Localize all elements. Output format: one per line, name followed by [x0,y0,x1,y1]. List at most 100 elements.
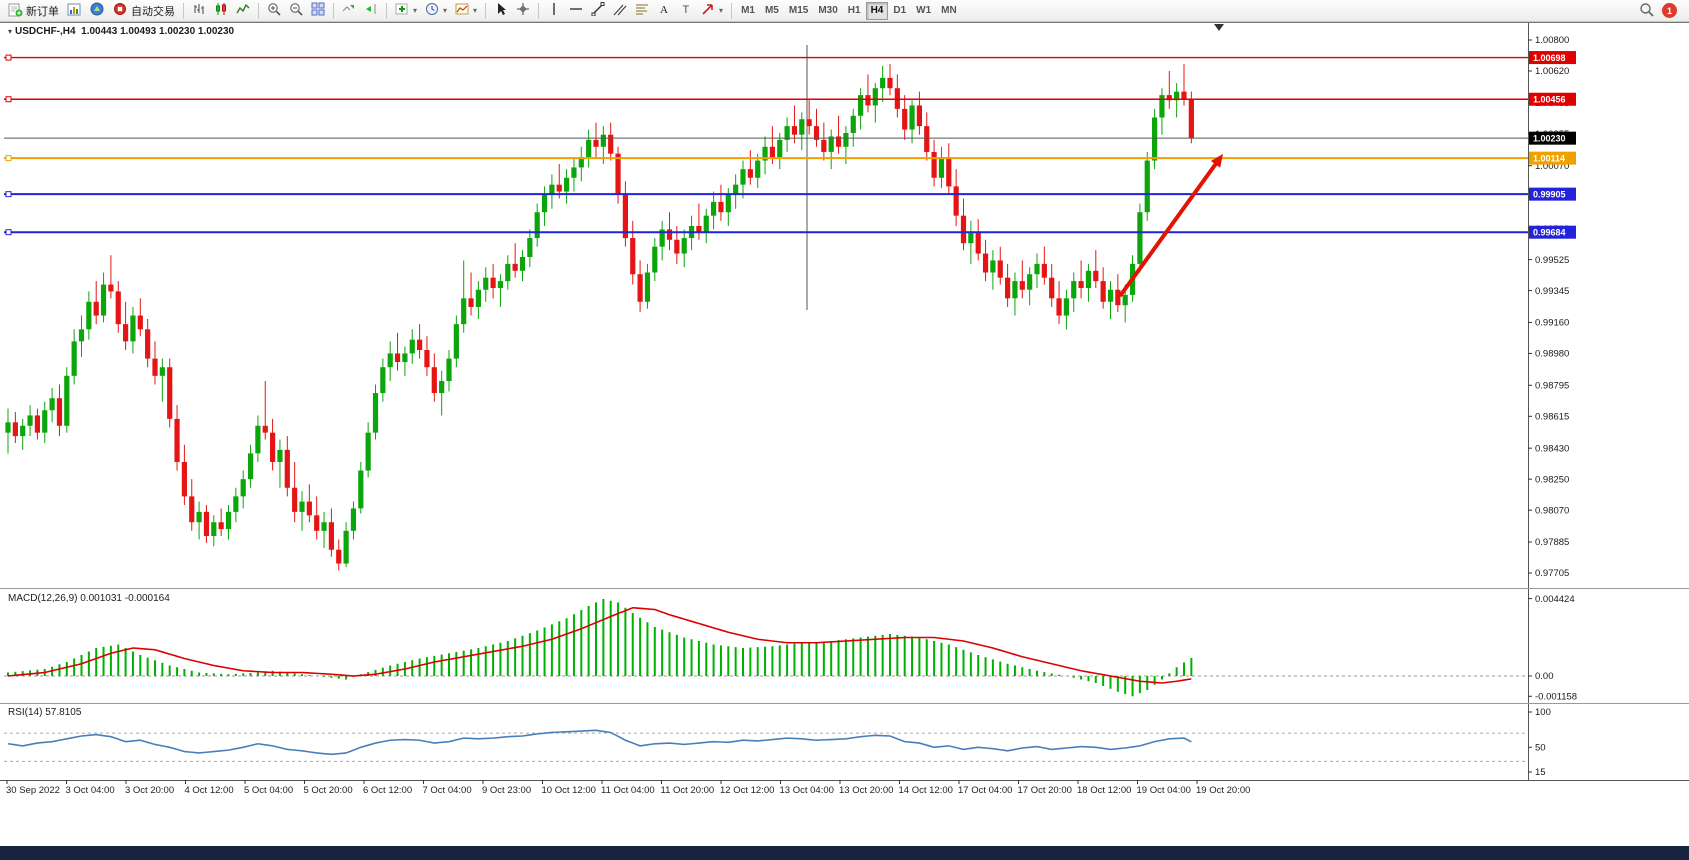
svg-text:1.00230: 1.00230 [1533,134,1566,144]
rsi-indicator-label: RSI(14) 57.8105 [8,707,82,718]
candlestick-button[interactable] [210,1,232,21]
label-tool-icon: T [679,2,693,19]
support-line-blue-2-handle[interactable] [5,229,12,236]
rsi-axis[interactable]: 100 50 15 [1528,707,1551,778]
svg-text:A: A [660,4,668,16]
svg-text:0.98795: 0.98795 [1535,381,1569,392]
tile-windows-button[interactable] [307,1,329,21]
templates-button[interactable]: ▾ [451,1,481,21]
svg-text:-0.001158: -0.001158 [1535,691,1577,702]
svg-text:0.00: 0.00 [1535,671,1554,682]
price-axis[interactable]: 1.008001.006201.004351.002551.000700.998… [1528,35,1569,579]
new-order-button[interactable]: 新订单 [4,1,63,21]
timeframe-mn-button[interactable]: MN [936,2,962,20]
horizontal-line-icon [569,2,583,19]
text-tool-button[interactable]: A [653,1,675,21]
indicators-button[interactable]: ▾ [391,1,421,21]
tile-windows-icon [311,2,325,19]
macd-axis[interactable]: 0.004424 0.00 -0.001158 [1528,594,1577,703]
fibonacci-tool-button[interactable] [631,1,653,21]
svg-text:30 Sep 2022: 30 Sep 2022 [6,785,60,796]
timeframe-h4-button[interactable]: H4 [865,1,889,20]
resistance-line-2-handle[interactable] [5,96,12,103]
dropdown-caret: ▾ [413,6,418,15]
candles [5,64,1194,571]
label-tool-button[interactable]: T [675,1,697,21]
new-order-label: 新订单 [26,5,59,18]
svg-text:3 Oct 04:00: 3 Oct 04:00 [66,785,115,796]
periods-button[interactable]: ▾ [421,1,451,21]
svg-text:11 Oct 04:00: 11 Oct 04:00 [601,785,655,796]
crosshair-button[interactable] [512,1,534,21]
time-axis[interactable]: 30 Sep 2022 3 Oct 04:00 3 Oct 20:00 4 Oct 1… [6,780,1250,796]
svg-text:0.98430: 0.98430 [1535,443,1569,454]
trend-arrow-head[interactable] [1210,154,1223,168]
bar-chart-button[interactable] [188,1,210,21]
support-line-blue-1-handle[interactable] [5,191,12,198]
indicators-icon [395,2,409,19]
trendline-tool-button[interactable] [587,1,609,21]
timeframe-m5-button[interactable]: M5 [760,2,784,20]
navigator-button[interactable] [86,1,109,21]
notification-badge[interactable]: 1 [1662,3,1677,18]
svg-text:0.98250: 0.98250 [1535,474,1569,485]
timeframe-d1-button[interactable]: D1 [888,2,911,20]
toolbar-separator [183,2,184,19]
zoom-out-icon [289,2,303,19]
svg-text:7 Oct 04:00: 7 Oct 04:00 [423,785,472,796]
timeframe-m15-button[interactable]: M15 [784,2,813,20]
auto-scroll-button[interactable] [338,1,360,21]
macd-signal-line [7,606,1192,684]
zoom-in-button[interactable] [263,1,285,21]
timeframe-m30-button[interactable]: M30 [813,2,842,20]
chart-window-icon [67,2,82,20]
templates-icon [455,2,469,19]
svg-text:1.00456: 1.00456 [1533,95,1566,105]
toolbar-separator [485,2,487,19]
line-chart-button[interactable] [232,1,254,21]
taskbar[interactable] [0,846,1689,860]
cursor-button[interactable] [490,1,512,21]
svg-text:1.00114: 1.00114 [1533,154,1565,164]
symbol-period-label: USDCHF-,H4 [15,26,76,37]
new-order-icon [8,2,23,20]
search-button[interactable] [1635,1,1658,21]
toolbar-separator [538,2,540,19]
svg-text:17 Oct 20:00: 17 Oct 20:00 [1018,785,1072,796]
autotrading-icon [113,2,128,20]
horizontal-line-tool-button[interactable] [565,1,587,21]
svg-text:1.00070: 1.00070 [1535,161,1569,172]
autotrading-button[interactable]: 自动交易 [109,1,179,21]
toolbar-separator [386,2,387,19]
svg-text:0.98070: 0.98070 [1535,505,1569,516]
svg-text:0.97885: 0.97885 [1535,537,1569,548]
channel-tool-button[interactable] [609,1,631,21]
svg-text:19 Oct 04:00: 19 Oct 04:00 [1137,785,1191,796]
chart-menu-icon[interactable]: ▾ [8,27,13,36]
svg-text:0.99905: 0.99905 [1533,190,1566,200]
svg-text:5 Oct 20:00: 5 Oct 20:00 [304,785,353,796]
svg-text:0.99684: 0.99684 [1533,228,1566,238]
support-line-orange-handle[interactable] [5,155,12,162]
timeframe-h1-button[interactable]: H1 [843,2,866,20]
chart-shift-button[interactable] [360,1,382,21]
zoom-out-button[interactable] [285,1,307,21]
dropdown-caret: ▾ [473,6,478,15]
chart-shift-marker[interactable] [1214,24,1224,31]
vertical-line-tool-button[interactable] [543,1,565,21]
trend-arrow-annotation[interactable] [1118,157,1222,298]
toolbar-separator [731,2,733,19]
svg-text:6 Oct 12:00: 6 Oct 12:00 [363,785,412,796]
dropdown-caret: ▾ [443,6,448,15]
charts-button[interactable] [63,1,86,21]
svg-text:14 Oct 12:00: 14 Oct 12:00 [899,785,953,796]
arrows-tool-button[interactable]: ▾ [697,1,727,21]
timeframe-w1-button[interactable]: W1 [911,2,936,20]
resistance-line-1-handle[interactable] [5,54,12,61]
timeframe-m1-button[interactable]: M1 [736,2,760,20]
rsi-line [7,729,1192,756]
cursor-icon [494,2,508,19]
